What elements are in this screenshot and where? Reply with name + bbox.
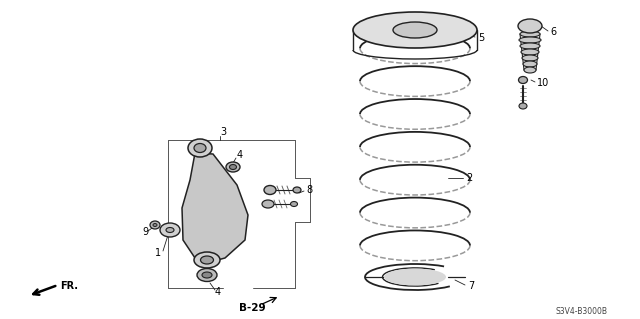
- Text: 5: 5: [478, 33, 484, 43]
- Ellipse shape: [518, 19, 542, 33]
- Ellipse shape: [226, 162, 240, 172]
- Ellipse shape: [150, 221, 160, 229]
- Ellipse shape: [519, 103, 527, 109]
- Ellipse shape: [291, 202, 298, 206]
- Ellipse shape: [166, 227, 174, 233]
- Ellipse shape: [153, 224, 157, 226]
- Text: 4: 4: [237, 150, 243, 160]
- Ellipse shape: [194, 144, 206, 152]
- Ellipse shape: [520, 31, 540, 37]
- Ellipse shape: [197, 269, 217, 281]
- Text: 2: 2: [466, 173, 472, 183]
- Text: B-29: B-29: [239, 303, 266, 313]
- Ellipse shape: [353, 12, 477, 48]
- Text: S3V4-B3000B: S3V4-B3000B: [556, 308, 608, 316]
- Text: 3: 3: [220, 127, 226, 137]
- Text: 1: 1: [155, 248, 161, 258]
- Ellipse shape: [524, 67, 536, 73]
- Ellipse shape: [194, 252, 220, 268]
- Ellipse shape: [520, 43, 540, 49]
- Text: FR.: FR.: [60, 281, 78, 291]
- Ellipse shape: [200, 256, 214, 264]
- Ellipse shape: [188, 139, 212, 157]
- Ellipse shape: [384, 269, 446, 286]
- Ellipse shape: [521, 49, 539, 55]
- Ellipse shape: [202, 272, 212, 278]
- Ellipse shape: [230, 165, 237, 169]
- Ellipse shape: [293, 187, 301, 193]
- Text: 4: 4: [215, 287, 221, 297]
- Ellipse shape: [262, 200, 274, 208]
- Ellipse shape: [518, 77, 527, 84]
- Text: 6: 6: [550, 27, 556, 37]
- Ellipse shape: [523, 61, 537, 67]
- Text: 8: 8: [306, 185, 312, 195]
- Ellipse shape: [160, 223, 180, 237]
- Ellipse shape: [519, 37, 541, 43]
- Ellipse shape: [264, 186, 276, 195]
- Ellipse shape: [522, 55, 538, 61]
- Ellipse shape: [393, 22, 437, 38]
- Text: 10: 10: [537, 78, 549, 88]
- Polygon shape: [182, 153, 248, 262]
- Text: 7: 7: [468, 281, 474, 291]
- Text: 9: 9: [142, 227, 148, 237]
